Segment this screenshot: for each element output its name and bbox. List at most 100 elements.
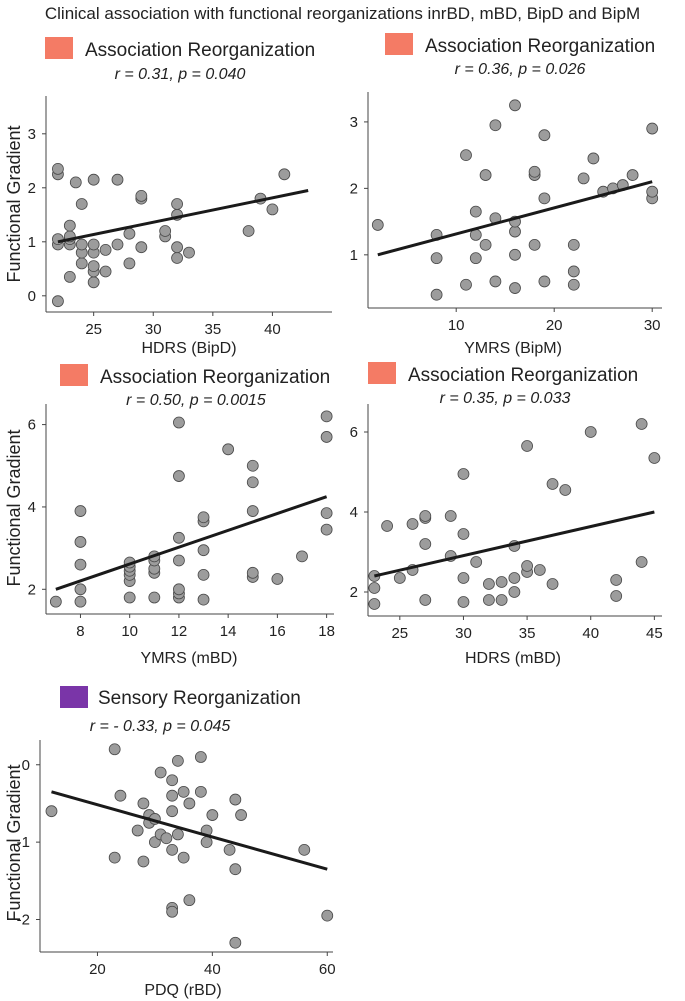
data-point [171, 252, 183, 264]
stat-annotation: r = 0.31, p = 0.040 [115, 66, 246, 83]
data-point [509, 282, 521, 294]
x-tick-label: 14 [220, 623, 237, 640]
data-point [74, 536, 87, 548]
panel-ymrs-bipm: Association Reorganization r = 0.36, p =… [350, 33, 662, 357]
data-point [495, 576, 508, 588]
y-tick-label: -1 [17, 834, 30, 851]
data-point [559, 484, 572, 496]
data-point [135, 241, 148, 254]
data-point [371, 219, 384, 231]
data-point [567, 265, 580, 278]
data-point [368, 598, 381, 610]
data-point [528, 238, 541, 251]
x-tick-label: 8 [76, 623, 84, 640]
data-point [266, 203, 279, 216]
data-point [587, 152, 600, 165]
stat-annotation: r = 0.36, p = 0.026 [455, 61, 586, 78]
x-tick-label: 35 [204, 321, 221, 338]
x-axis-label: HDRS (mBD) [465, 650, 561, 667]
data-point [173, 554, 185, 567]
data-point [509, 99, 521, 112]
data-point [538, 275, 551, 288]
data-point [52, 233, 64, 246]
y-tick-label: 6 [28, 417, 36, 434]
data-point [166, 774, 179, 787]
data-point [74, 595, 87, 608]
data-point [171, 754, 184, 767]
data-point [368, 582, 381, 594]
data-point [166, 905, 179, 918]
data-point [278, 168, 291, 181]
x-tick-label: 35 [519, 625, 536, 642]
data-point [99, 265, 112, 278]
data-point [99, 243, 112, 256]
data-point [148, 591, 161, 604]
y-axis-label: Functional Gradient [4, 125, 24, 282]
x-tick-label: 30 [644, 317, 661, 334]
data-point [479, 238, 492, 251]
data-point [646, 185, 659, 198]
data-point [197, 593, 210, 606]
data-point [87, 173, 100, 186]
y-tick-label: 2 [350, 180, 358, 197]
legend-swatch [368, 362, 396, 384]
data-point [197, 544, 210, 557]
data-point [123, 257, 136, 270]
data-point [235, 809, 247, 821]
data-point [646, 122, 659, 135]
data-point [194, 751, 207, 763]
y-tick-label: 2 [350, 584, 358, 601]
data-point [171, 241, 183, 254]
x-tick-label: 20 [89, 961, 106, 978]
data-point [135, 189, 148, 202]
x-tick-label: 20 [546, 317, 563, 334]
data-point [229, 793, 242, 806]
y-tick-label: 1 [350, 247, 358, 264]
legend-label: Association Reorganization [85, 40, 315, 61]
panel-ymrs-mbd: Association Reorganization r = 0.50, p =… [4, 364, 335, 667]
data-point [271, 573, 284, 585]
legend-label: Association Reorganization [425, 36, 655, 57]
data-point [173, 583, 185, 596]
legend-swatch [385, 33, 413, 55]
data-point [321, 909, 334, 922]
data-point [49, 595, 62, 608]
data-point [610, 590, 623, 602]
data-point [469, 252, 482, 265]
legend-swatch [60, 364, 88, 386]
data-point [166, 805, 179, 818]
data-point [508, 586, 521, 598]
y-tick-label: 0 [28, 288, 36, 305]
data-point [74, 558, 87, 571]
data-point [63, 270, 76, 283]
stat-annotation: r = 0.35, p = 0.033 [440, 390, 571, 407]
data-point [137, 797, 150, 810]
data-point [483, 578, 495, 590]
data-point [173, 531, 185, 544]
regression-line [51, 790, 328, 871]
data-point [246, 566, 259, 579]
data-point [63, 219, 76, 232]
y-tick-label: -2 [17, 912, 30, 929]
x-tick-label: 45 [646, 625, 663, 642]
data-point [137, 855, 150, 868]
data-point [521, 440, 533, 452]
data-point [111, 238, 124, 251]
data-point [635, 556, 648, 568]
stat-annotation: r = - 0.33, p = 0.045 [90, 718, 231, 735]
x-tick-label: 40 [264, 321, 281, 338]
data-point [533, 564, 546, 576]
x-tick-label: 10 [121, 623, 138, 640]
data-point [577, 172, 590, 185]
data-point [460, 149, 472, 162]
data-point [166, 843, 179, 856]
data-point [296, 550, 308, 563]
regression-line [57, 189, 309, 244]
data-point [75, 257, 88, 270]
data-point [229, 863, 242, 876]
data-point [546, 578, 559, 590]
x-tick-label: 60 [319, 961, 336, 978]
legend-label: Association Reorganization [408, 365, 638, 386]
data-point [509, 248, 521, 261]
